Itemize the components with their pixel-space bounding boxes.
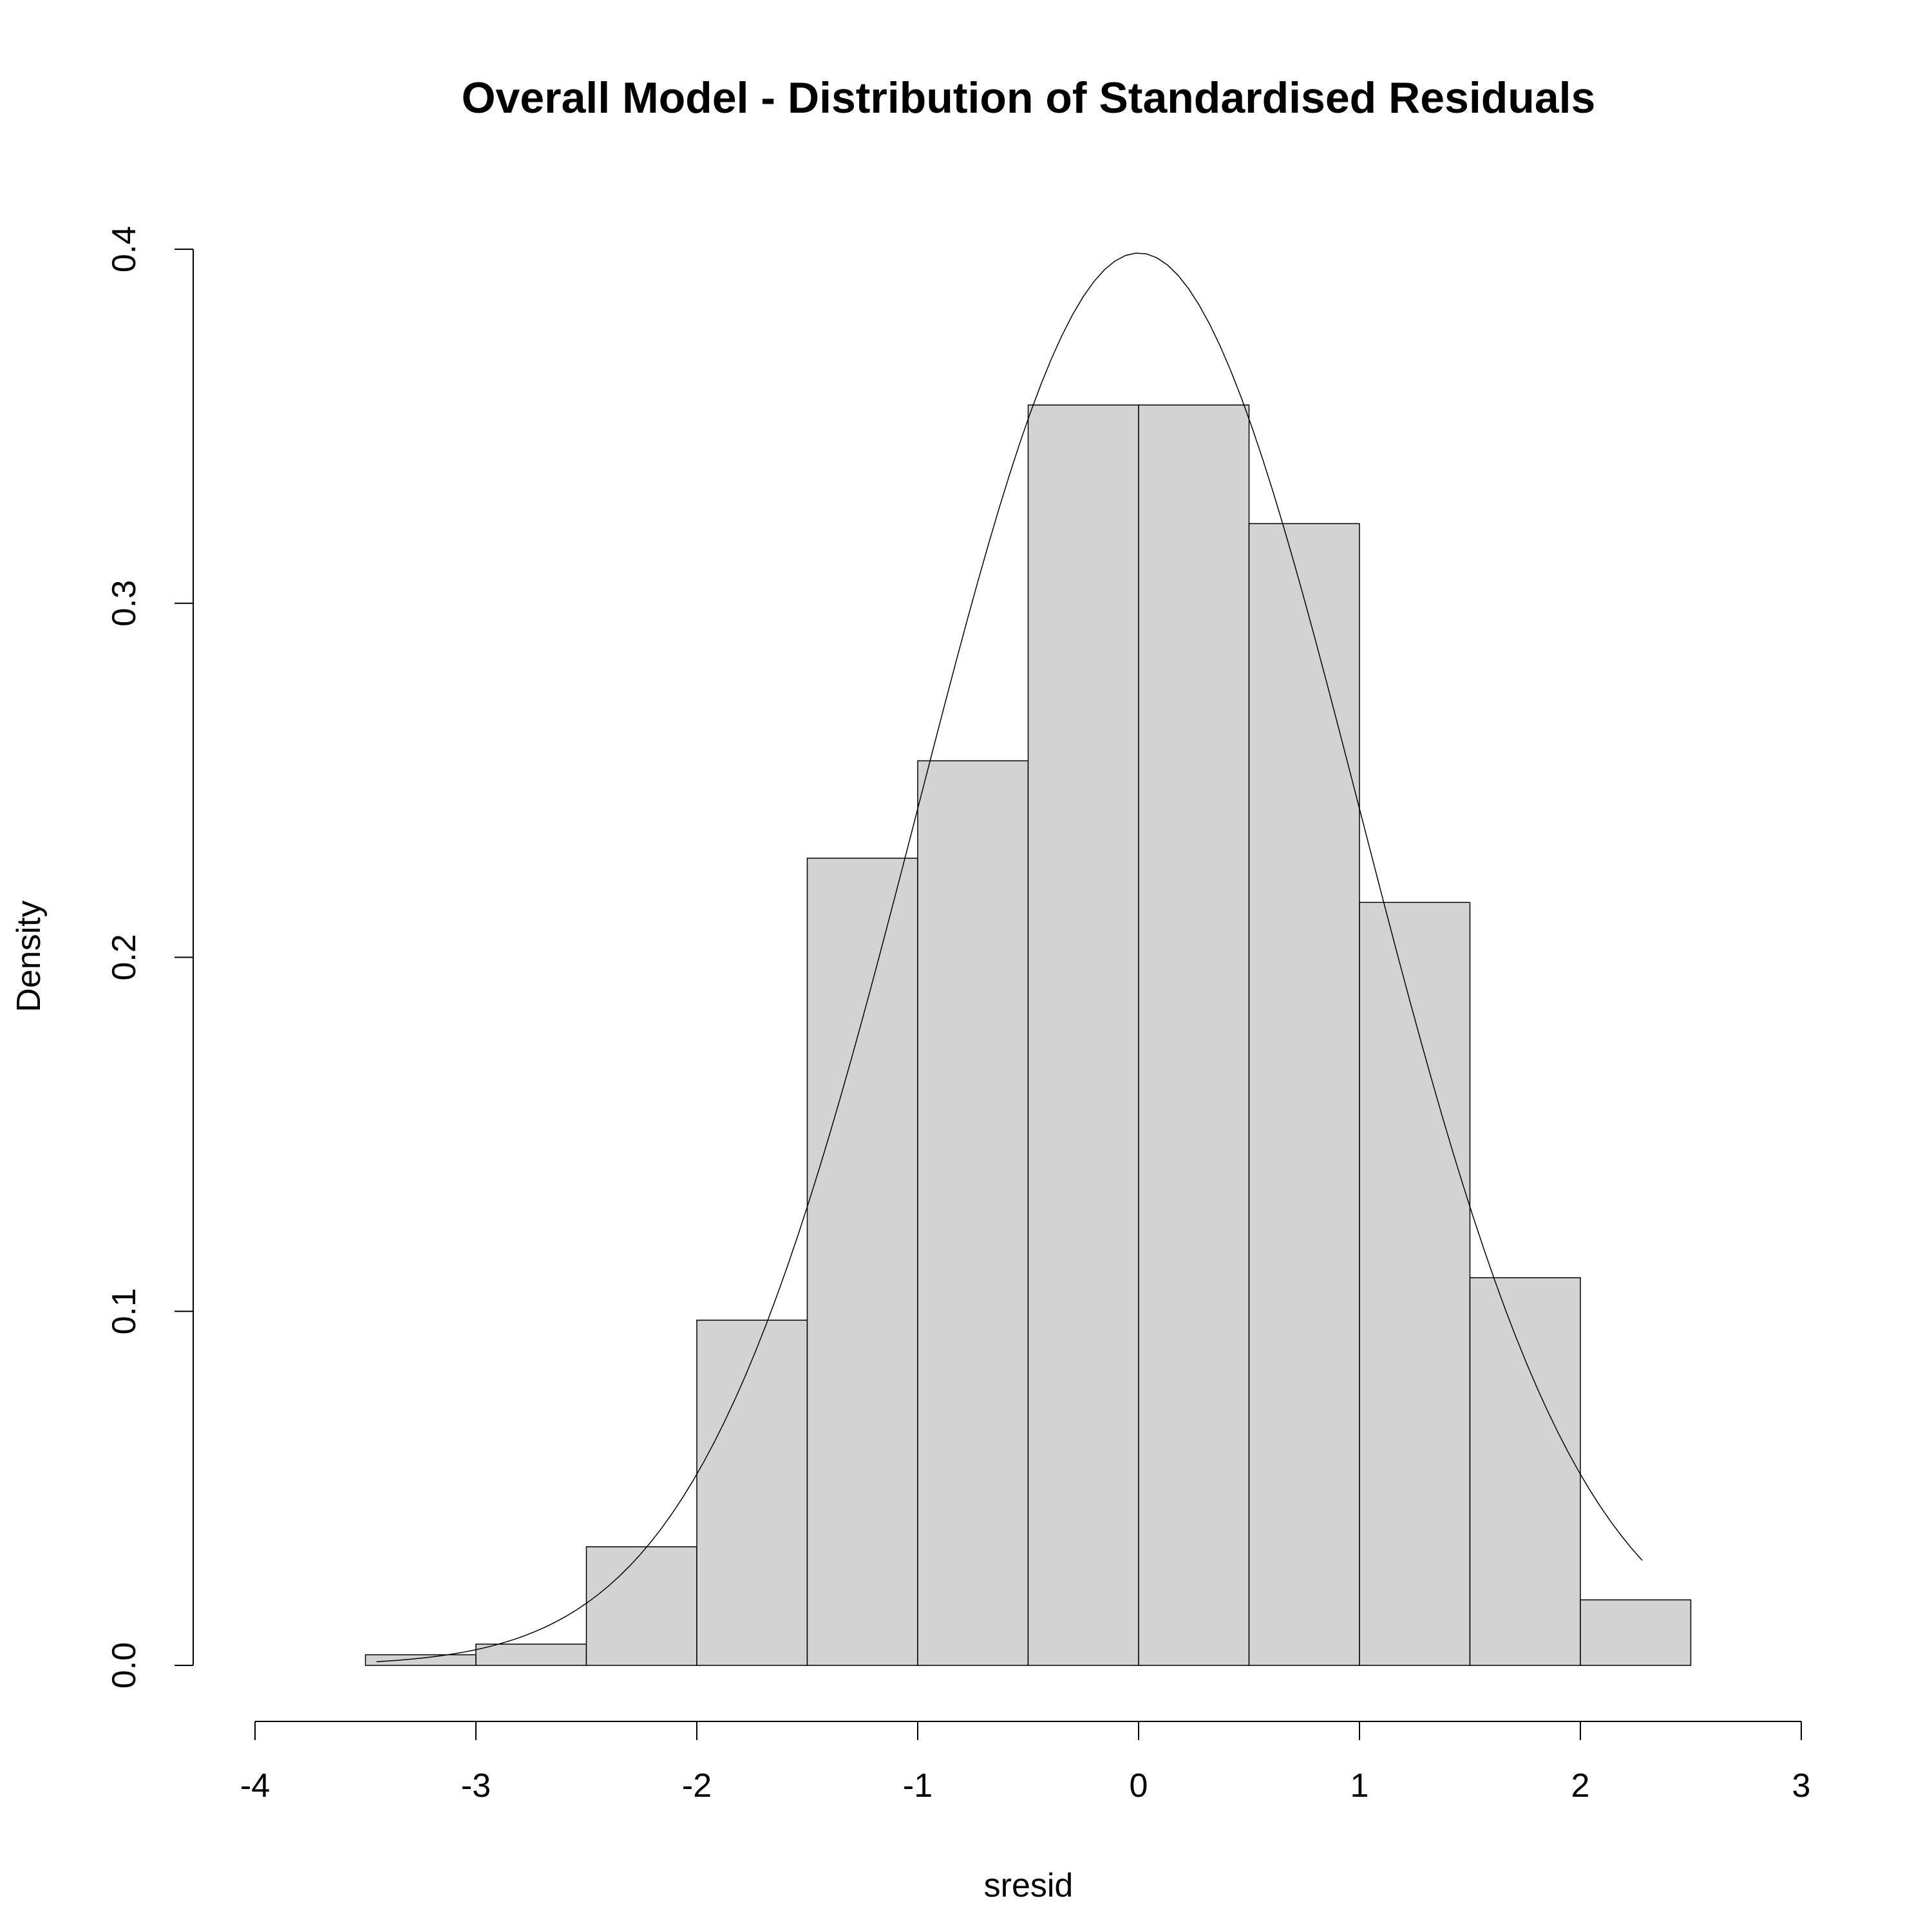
histogram-bar <box>1248 523 1360 1666</box>
x-tick-label: -4 <box>240 1767 270 1804</box>
x-tick-label: 2 <box>1571 1767 1590 1804</box>
histogram-bar <box>696 1320 808 1666</box>
x-axis: -4 -3 -2 -1 0 1 2 3 <box>240 1721 1811 1804</box>
histogram-bar <box>585 1546 697 1666</box>
x-tick-label: -2 <box>682 1767 712 1804</box>
normal-density-curve <box>376 252 1643 1663</box>
x-tick-label: 0 <box>1130 1767 1148 1804</box>
histogram-bar <box>1027 404 1139 1666</box>
y-tick-label: 0.3 <box>106 580 143 627</box>
histogram-bars <box>365 404 1692 1666</box>
y-tick-label: 0.2 <box>106 934 143 980</box>
histogram-bar <box>475 1643 587 1666</box>
density-curve-group <box>376 252 1643 1663</box>
histogram-bar <box>917 760 1029 1666</box>
y-axis: 0.0 0.1 0.2 0.3 0.4 <box>106 226 194 1689</box>
x-tick-label: 1 <box>1350 1767 1369 1804</box>
histogram-bar <box>1138 404 1250 1666</box>
chart-title: Overall Model - Distribution of Standard… <box>462 73 1596 122</box>
x-tick-label: 3 <box>1792 1767 1811 1804</box>
histogram-bar <box>1469 1277 1581 1666</box>
y-tick-label: 0.4 <box>106 226 143 272</box>
x-tick-label: -3 <box>461 1767 491 1804</box>
histogram-bar <box>1580 1599 1692 1666</box>
histogram-bar <box>806 857 918 1666</box>
x-axis-label: sresid <box>984 1867 1074 1904</box>
histogram-bar <box>365 1654 477 1666</box>
x-tick-label: -1 <box>903 1767 933 1804</box>
histogram-bar <box>1359 902 1471 1666</box>
y-axis-label: Density <box>10 900 48 1012</box>
y-tick-label: 0.1 <box>106 1288 143 1334</box>
y-tick-label: 0.0 <box>106 1642 143 1689</box>
